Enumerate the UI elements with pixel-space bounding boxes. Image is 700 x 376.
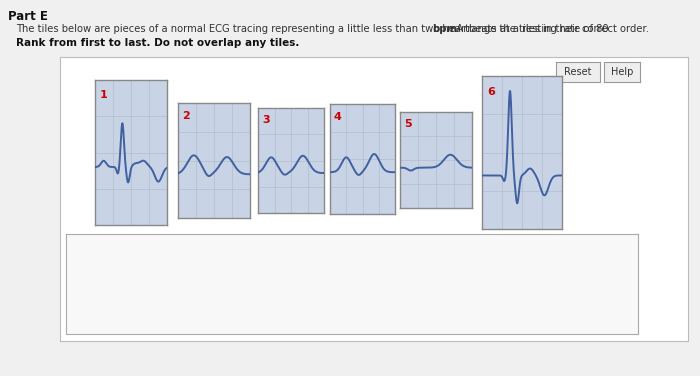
Text: 5: 5 <box>405 119 412 129</box>
Text: 4: 4 <box>334 112 342 122</box>
Text: The tiles below are pieces of a normal ECG tracing representing a little less th: The tiles below are pieces of a normal E… <box>16 24 612 34</box>
Text: . Arrange the tiles in their correct order.: . Arrange the tiles in their correct ord… <box>450 24 649 34</box>
Text: Part E: Part E <box>8 10 48 23</box>
Text: Rank from first to last. Do not overlap any tiles.: Rank from first to last. Do not overlap … <box>16 38 300 48</box>
Text: 2: 2 <box>182 111 190 121</box>
Text: 6: 6 <box>486 87 495 97</box>
Text: bpm: bpm <box>432 24 457 34</box>
Text: Help: Help <box>611 67 634 77</box>
Text: 3: 3 <box>262 115 270 125</box>
Text: Reset: Reset <box>564 67 592 77</box>
Text: 1: 1 <box>99 90 107 100</box>
